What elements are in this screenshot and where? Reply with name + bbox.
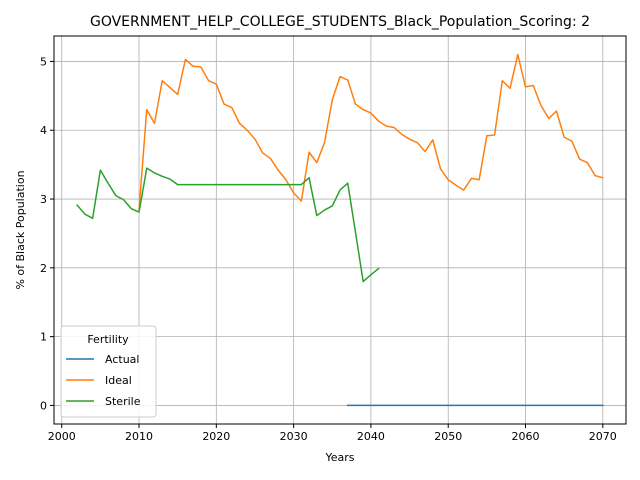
- x-tick-label: 2010: [125, 430, 153, 443]
- plot-lines: [76, 53, 604, 407]
- y-tick-label: 5: [40, 55, 47, 68]
- y-axis-label: % of Black Population: [14, 170, 27, 289]
- legend-label-ideal: Ideal: [105, 374, 132, 387]
- legend-label-actual: Actual: [105, 353, 139, 366]
- chart-title: GOVERNMENT_HELP_COLLEGE_STUDENTS_Black_P…: [90, 14, 590, 30]
- x-axis-label: Years: [324, 451, 354, 464]
- x-tick-label: 2020: [202, 430, 230, 443]
- x-tick-label: 2040: [357, 430, 385, 443]
- legend-box: [60, 325, 157, 418]
- y-tick-label: 1: [40, 331, 47, 344]
- grid: [54, 36, 626, 424]
- legend-label-sterile: Sterile: [105, 395, 141, 408]
- legend: Fertility Actual Ideal Sterile: [60, 325, 157, 418]
- x-tick-label: 2050: [434, 430, 462, 443]
- x-tick-label: 2070: [589, 430, 617, 443]
- x-tick-label: 2060: [512, 430, 540, 443]
- plot-area-frame: [53, 35, 627, 425]
- series-line-sterile: [76, 167, 380, 283]
- axis-ticks: 2000 2010 2020 2030 2040 2050 2060 2070 0 1 2 3 4 5: [40, 55, 617, 443]
- y-tick-label: 2: [40, 262, 47, 275]
- legend-title: Fertility: [87, 333, 129, 346]
- y-tick-label: 3: [40, 193, 47, 206]
- y-tick-label: 0: [40, 399, 47, 412]
- y-tick-label: 4: [40, 124, 47, 137]
- series-line-ideal: [138, 53, 604, 211]
- x-tick-label: 2030: [280, 430, 308, 443]
- x-tick-label: 2000: [48, 430, 76, 443]
